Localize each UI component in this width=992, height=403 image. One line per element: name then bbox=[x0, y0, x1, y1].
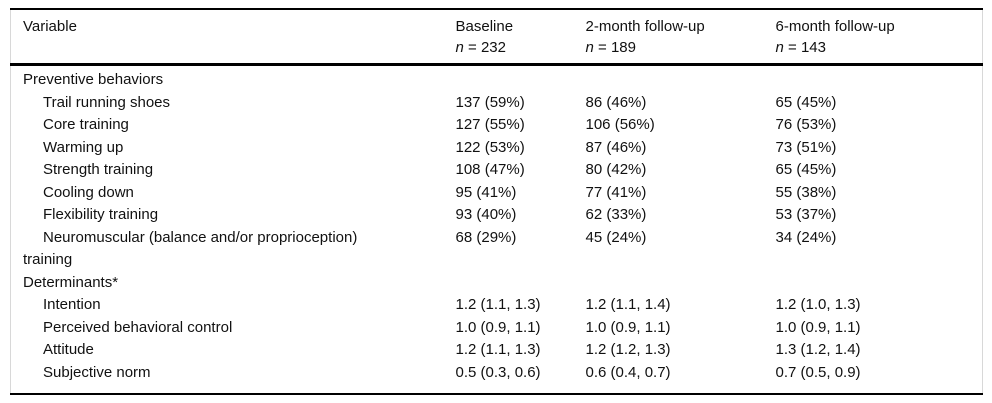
header-6month-n: n = 143 bbox=[776, 37, 983, 58]
row-label: Intention bbox=[43, 296, 101, 313]
header-row: Variable Baseline n = 232 2-month follow… bbox=[10, 9, 983, 66]
table-row-neuromuscular-training: Neuromuscular (balance and/or propriocep… bbox=[11, 227, 983, 272]
header-baseline-n: n = 232 bbox=[456, 37, 586, 58]
cell-2month bbox=[586, 65, 776, 92]
header-6month: 6-month follow-up n = 143 bbox=[775, 9, 983, 66]
table-header: Variable Baseline n = 232 2-month follow… bbox=[10, 9, 983, 66]
header-2month-label: 2-month follow-up bbox=[585, 18, 705, 35]
cell-baseline: 1.2 (1.1, 1.3) bbox=[455, 296, 541, 313]
n-symbol: n bbox=[775, 39, 784, 56]
table-body: Preventive behaviors Trail running shoes… bbox=[11, 65, 983, 395]
cell-baseline: 0.5 (0.3, 0.6) bbox=[455, 363, 541, 381]
n-symbol: n bbox=[455, 39, 464, 56]
cell-2month: 87 (46%) bbox=[585, 138, 647, 156]
cell-baseline: 93 (40%) bbox=[455, 206, 517, 223]
table-row-flexibility-training: Flexibility training 93 (40%) 62 (33%) 5… bbox=[11, 204, 983, 227]
cell-6month: 73 (51%) bbox=[775, 138, 837, 156]
cell-2month: 1.2 (1.1, 1.4) bbox=[585, 296, 671, 313]
cell-2month: 77 (41%) bbox=[585, 183, 647, 201]
cell-baseline: 1.0 (0.9, 1.1) bbox=[455, 318, 541, 336]
cell-6month bbox=[776, 272, 983, 295]
cell-baseline bbox=[456, 272, 586, 295]
cell-2month bbox=[586, 272, 776, 295]
table-row-attitude: Attitude 1.2 (1.1, 1.3) 1.2 (1.2, 1.3) 1… bbox=[11, 339, 983, 362]
row-label: Neuromuscular (balance and/or propriocep… bbox=[23, 228, 358, 269]
row-label: Cooling down bbox=[43, 183, 134, 201]
row-label: Attitude bbox=[43, 341, 94, 358]
cell-baseline: 122 (53%) bbox=[455, 138, 525, 156]
cell-6month: 34 (24%) bbox=[775, 228, 837, 246]
cell-6month: 1.3 (1.2, 1.4) bbox=[775, 341, 861, 358]
n-symbol: n bbox=[585, 39, 594, 56]
cell-6month: 53 (37%) bbox=[775, 206, 837, 223]
cell-6month: 55 (38%) bbox=[775, 183, 837, 201]
cell-baseline: 108 (47%) bbox=[455, 161, 525, 178]
n-value: = 232 bbox=[463, 39, 506, 56]
table-row-warming-up: Warming up 122 (53%) 87 (46%) 73 (51%) bbox=[11, 137, 983, 160]
row-label: Flexibility training bbox=[43, 206, 159, 223]
cell-2month: 62 (33%) bbox=[585, 206, 647, 223]
results-table: Variable Baseline n = 232 2-month follow… bbox=[10, 8, 983, 395]
cell-6month: 65 (45%) bbox=[775, 161, 837, 178]
cell-6month: 0.7 (0.5, 0.9) bbox=[775, 363, 861, 381]
row-label: Subjective norm bbox=[43, 363, 151, 381]
cell-baseline: 1.2 (1.1, 1.3) bbox=[455, 341, 541, 358]
table-row-perceived-behavioral-control: Perceived behavioral control 1.0 (0.9, 1… bbox=[11, 317, 983, 340]
cell-2month: 80 (42%) bbox=[585, 161, 647, 178]
row-label: Warming up bbox=[43, 138, 124, 156]
results-table-container: Variable Baseline n = 232 2-month follow… bbox=[10, 8, 983, 395]
row-label: Trail running shoes bbox=[43, 93, 171, 111]
cell-baseline: 68 (29%) bbox=[455, 228, 517, 246]
cell-2month: 1.0 (0.9, 1.1) bbox=[585, 318, 671, 336]
cell-baseline: 95 (41%) bbox=[455, 183, 517, 201]
table-row-core-training: Core training 127 (55%) 106 (56%) 76 (53… bbox=[11, 114, 983, 137]
header-baseline: Baseline n = 232 bbox=[455, 9, 586, 66]
cell-baseline bbox=[456, 65, 586, 92]
table-row-subjective-norm: Subjective norm 0.5 (0.3, 0.6) 0.6 (0.4,… bbox=[11, 362, 983, 395]
n-value: = 143 bbox=[783, 39, 826, 56]
table-row-trail-running-shoes: Trail running shoes 137 (59%) 86 (46%) 6… bbox=[11, 92, 983, 115]
cell-2month: 86 (46%) bbox=[585, 93, 647, 111]
header-6month-label: 6-month follow-up bbox=[775, 18, 895, 35]
cell-2month: 106 (56%) bbox=[585, 116, 655, 133]
section-row-determinants: Determinants* bbox=[11, 272, 983, 295]
row-label: Preventive behaviors bbox=[23, 71, 164, 88]
cell-2month: 0.6 (0.4, 0.7) bbox=[585, 363, 671, 381]
header-baseline-label: Baseline bbox=[455, 18, 514, 35]
n-value: = 189 bbox=[593, 39, 636, 56]
header-2month-n: n = 189 bbox=[586, 37, 776, 58]
row-label: Core training bbox=[43, 116, 129, 133]
row-label: Perceived behavioral control bbox=[43, 318, 233, 336]
cell-6month: 1.0 (0.9, 1.1) bbox=[775, 318, 861, 336]
cell-baseline: 127 (55%) bbox=[455, 116, 525, 133]
row-label: Strength training bbox=[43, 161, 154, 178]
cell-2month: 45 (24%) bbox=[585, 228, 647, 246]
header-variable: Variable bbox=[10, 9, 456, 66]
table-row-cooling-down: Cooling down 95 (41%) 77 (41%) 55 (38%) bbox=[11, 182, 983, 205]
cell-2month: 1.2 (1.2, 1.3) bbox=[585, 341, 671, 358]
section-row-preventive-behaviors: Preventive behaviors bbox=[11, 65, 983, 92]
header-2month: 2-month follow-up n = 189 bbox=[585, 9, 776, 66]
row-label: Determinants* bbox=[23, 273, 119, 291]
cell-baseline: 137 (59%) bbox=[455, 93, 525, 111]
cell-6month bbox=[776, 65, 983, 92]
table-row-intention: Intention 1.2 (1.1, 1.3) 1.2 (1.1, 1.4) … bbox=[11, 294, 983, 317]
table-row-strength-training: Strength training 108 (47%) 80 (42%) 65 … bbox=[11, 159, 983, 182]
cell-6month: 76 (53%) bbox=[775, 116, 837, 133]
cell-6month: 1.2 (1.0, 1.3) bbox=[775, 296, 861, 313]
cell-6month: 65 (45%) bbox=[775, 93, 837, 111]
